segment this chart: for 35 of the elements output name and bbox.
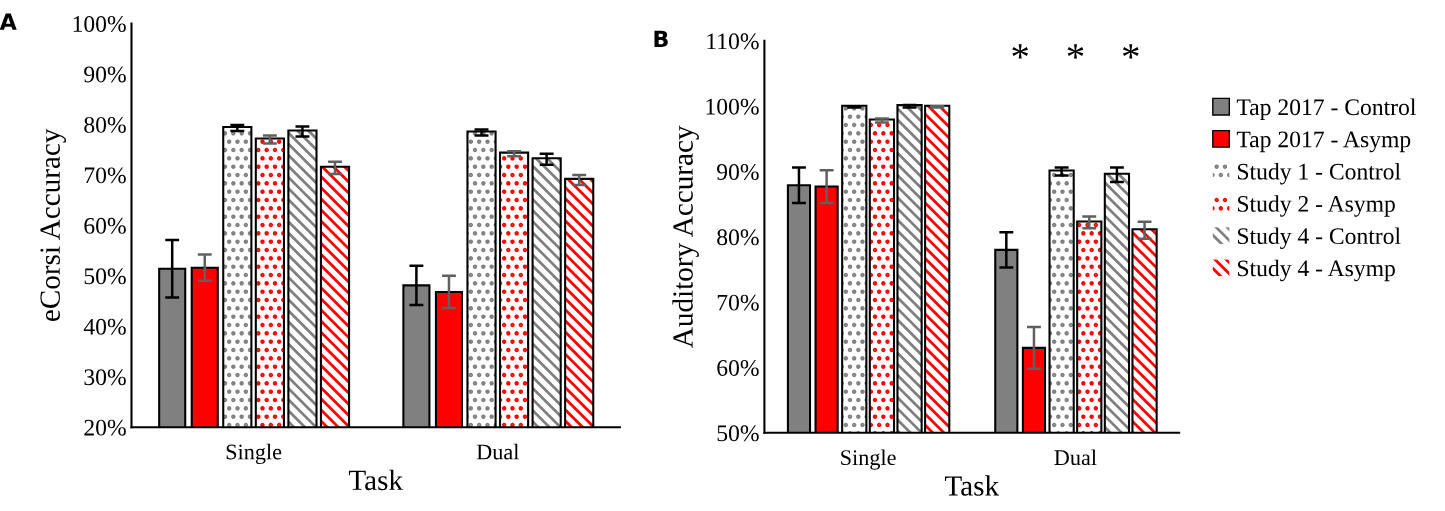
y-tick-label: 50% — [717, 425, 759, 442]
y-tick-label: 20% — [84, 419, 126, 436]
y-tick-label: 60% — [84, 217, 126, 234]
y-tick-label: 70% — [84, 167, 126, 184]
legend-label: Study 1 - Control — [1238, 162, 1401, 185]
y-axis-title: eCorsi Accuracy — [40, 128, 66, 321]
chart-title: B — [654, 30, 668, 48]
chart-title: A — [0, 13, 17, 30]
legend-label: Study 4 - Control — [1238, 227, 1401, 249]
legend-label: Study 4 - Asymp — [1238, 259, 1395, 282]
y-tick-label: 100% — [73, 16, 126, 33]
y-tick-label: 80% — [84, 116, 126, 133]
x-tick-label: Dual — [476, 443, 519, 460]
legend-label: Tap 2017 - Control — [1236, 98, 1416, 120]
y-tick-label: 30% — [84, 369, 126, 386]
y-tick-label: 110% — [707, 33, 759, 50]
x-tick-label: Single — [226, 443, 282, 465]
legend-label: Tap 2017 - Asymp — [1236, 131, 1411, 153]
y-tick-label: 80% — [717, 229, 759, 246]
legend-label: Study 2 - Asymp — [1238, 195, 1395, 217]
x-tick-label: Dual — [1054, 449, 1097, 466]
annotation: * — [1067, 44, 1084, 59]
annotation: * — [1122, 44, 1139, 59]
y-tick-label: 40% — [83, 318, 126, 335]
y-axis-title: Auditory Accuracy — [672, 125, 699, 348]
y-tick-label: 90% — [717, 164, 759, 181]
annotation: * — [1012, 44, 1029, 59]
x-tick-label: Single — [841, 449, 896, 470]
y-tick-label: 100% — [706, 98, 759, 115]
y-tick-label: 70% — [717, 294, 759, 311]
y-tick-label: 60% — [717, 359, 759, 376]
x-axis-title: Task — [944, 475, 1000, 496]
x-axis-title: Task — [348, 469, 404, 491]
y-tick-label: 50% — [84, 268, 126, 285]
y-tick-label: 90% — [84, 66, 126, 83]
